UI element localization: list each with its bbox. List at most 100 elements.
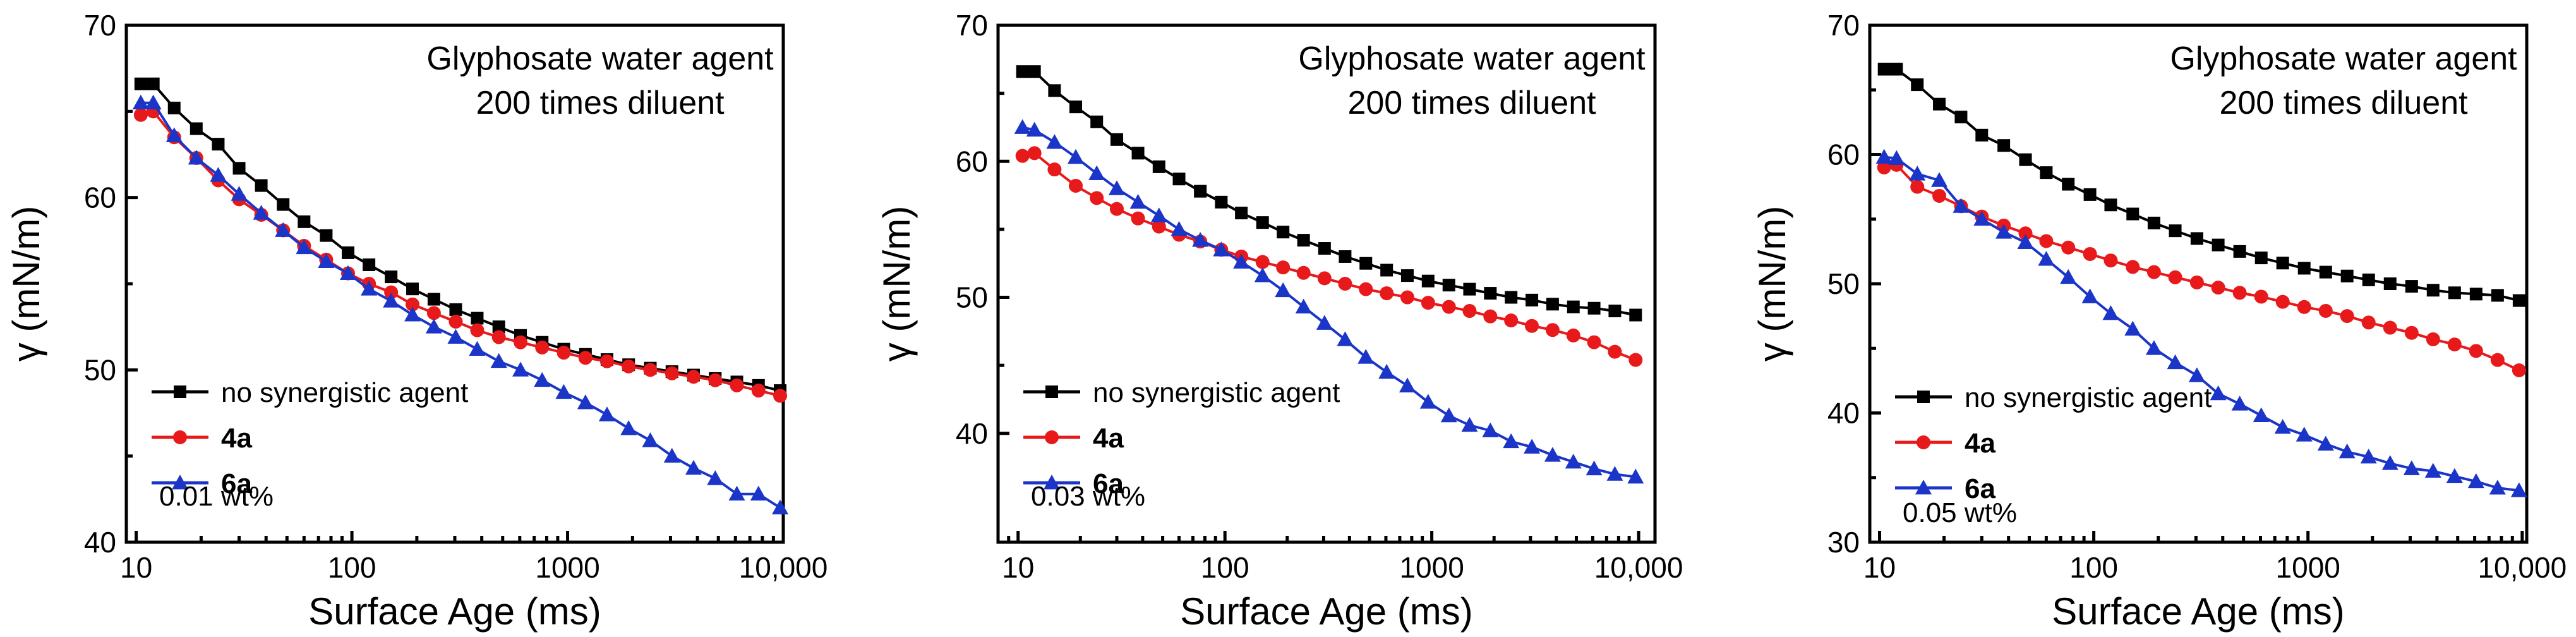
data-point [2018,226,2033,241]
legend-label: no synergistic agent [1965,382,2212,413]
data-point [730,378,744,392]
data-point [1213,241,1230,257]
y-tick-label: 60 [956,145,988,178]
legend-marker [1917,391,1930,403]
data-point [1129,193,1147,209]
data-point [622,359,636,373]
data-point [2017,234,2034,249]
legend-marker [173,430,187,444]
data-point [685,459,702,475]
legend-marker [174,385,186,398]
data-point [1524,439,1541,454]
data-point [2083,188,2097,201]
data-point [232,162,246,175]
data-point [1357,349,1375,364]
data-point [363,258,376,272]
data-point [1526,293,1539,306]
data-point [686,370,701,384]
y-tick-label: 40 [84,526,116,559]
data-point [2403,460,2420,475]
data-point [1131,147,1145,160]
series-6a [1875,149,2527,497]
data-point [490,353,507,368]
data-point [2124,320,2141,336]
data-point [2083,246,2097,261]
data-point [2381,455,2398,470]
chart-panel-a: 40 50 60 70 10 100 1000 10,000 Surface Age (ms) γ… [5,9,828,633]
data-point [2362,273,2375,286]
data-point [1028,65,1041,78]
data-point [2318,303,2333,318]
x-tick-label: 100 [328,551,376,584]
data-point [1233,253,1250,269]
data-point [231,186,248,201]
legend-marker [1045,430,1059,444]
data-point [1192,232,1209,247]
data-point [2404,325,2419,340]
data-point [210,167,227,182]
legend-label: 6a [1965,473,1995,504]
legend-marker [1044,475,1060,490]
y-tick-label: 70 [84,9,116,42]
data-point [1171,221,1188,236]
concentration-label: 0.01 wt% [159,481,274,512]
concentration-label: 0.05 wt% [1903,497,2017,528]
data-point [134,77,147,90]
data-point [1933,97,1946,111]
data-point [1026,121,1043,137]
data-point [2126,260,2140,274]
data-point [534,372,551,387]
data-point [2102,305,2119,320]
data-point [132,94,149,110]
series-no-synergistic-agent [134,77,787,397]
data-point [145,94,162,110]
data-point [1152,219,1166,234]
data-point [255,179,268,192]
data-point [2424,463,2441,478]
series-6a [132,94,789,514]
data-point [2146,265,2161,279]
legend-label: 6a [1093,468,1124,499]
x-tick-label: 1000 [535,551,599,584]
series-4a [1015,146,1643,367]
data-point [1877,63,1891,76]
data-point [448,314,463,329]
data-point [1608,305,1622,318]
data-point [2510,482,2527,497]
data-point [599,354,614,368]
data-point [1047,162,1062,177]
data-point [1877,160,1891,174]
data-point [2360,449,2377,464]
data-point [471,312,484,325]
data-point [2276,257,2289,270]
data-point [2254,252,2268,265]
x-tick-label: 10 [120,551,152,584]
data-point [1608,344,1622,359]
data-point [1565,453,1582,469]
series-line [140,110,781,397]
data-point [2168,270,2182,284]
legend-marker [1915,480,1932,495]
data-point [1069,100,1083,114]
data-point [2446,468,2463,483]
data-point [1400,269,1414,282]
legend: no synergistic agent 4a 6a [1023,377,1340,499]
data-point [2169,224,2182,238]
data-point [2081,288,2098,303]
data-point [2188,367,2205,382]
data-point [1525,318,1539,333]
data-point [404,306,421,322]
data-point [383,293,400,308]
data-point [2039,234,2054,248]
data-point [620,420,637,435]
data-point [1546,298,1559,311]
chart-panel-b: 40 50 60 70 10 100 1000 10,000 Surface Age (ms) γ… [876,9,1683,633]
series-no-synergistic-agent [1877,63,2525,307]
data-point [1875,149,1893,164]
data-point [1194,185,1207,198]
data-point [1016,65,1029,78]
data-point [1441,300,1456,314]
data-point [772,499,789,514]
legend-label: 4a [1965,428,1995,459]
data-point [188,149,205,165]
